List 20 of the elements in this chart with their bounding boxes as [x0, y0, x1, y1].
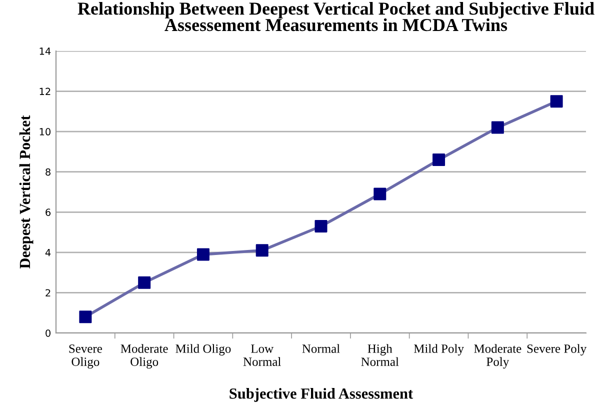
x-axis-title: Subjective Fluid Assessment — [230, 388, 414, 402]
y-tick-label: 10 — [40, 128, 50, 136]
y-tick-label: 4 — [45, 249, 51, 256]
x-tick-label: Mild Oligo — [176, 344, 231, 356]
x-tick-label: Severe Oligo — [69, 344, 102, 369]
x-tick-label: Low Normal — [243, 344, 281, 366]
x-tick-label: Mild Poly — [414, 344, 464, 356]
y-axis-title: Deepest Vertical Pocket — [19, 115, 34, 269]
x-tick-label: Moderate Oligo — [120, 344, 168, 369]
y-tick-label: 8 — [46, 168, 50, 176]
x-tick-label: High Normal — [361, 344, 399, 366]
x-tick-label: Moderate Poly — [474, 344, 522, 369]
x-tick-label: Normal — [302, 344, 340, 353]
y-tick-label: 12 — [40, 88, 50, 95]
chart-title: Relationship Between Deepest Vertical Pocket and Subjective Fluid Assessement Measurements in MCDA Twins — [78, 2, 594, 32]
y-tick-label: 2 — [46, 289, 50, 296]
y-tick-label: 0 — [46, 329, 50, 337]
y-tick-label: 14 — [40, 48, 51, 55]
x-tick-label: Severe Poly — [527, 344, 587, 356]
y-tick-label: 6 — [46, 208, 51, 216]
